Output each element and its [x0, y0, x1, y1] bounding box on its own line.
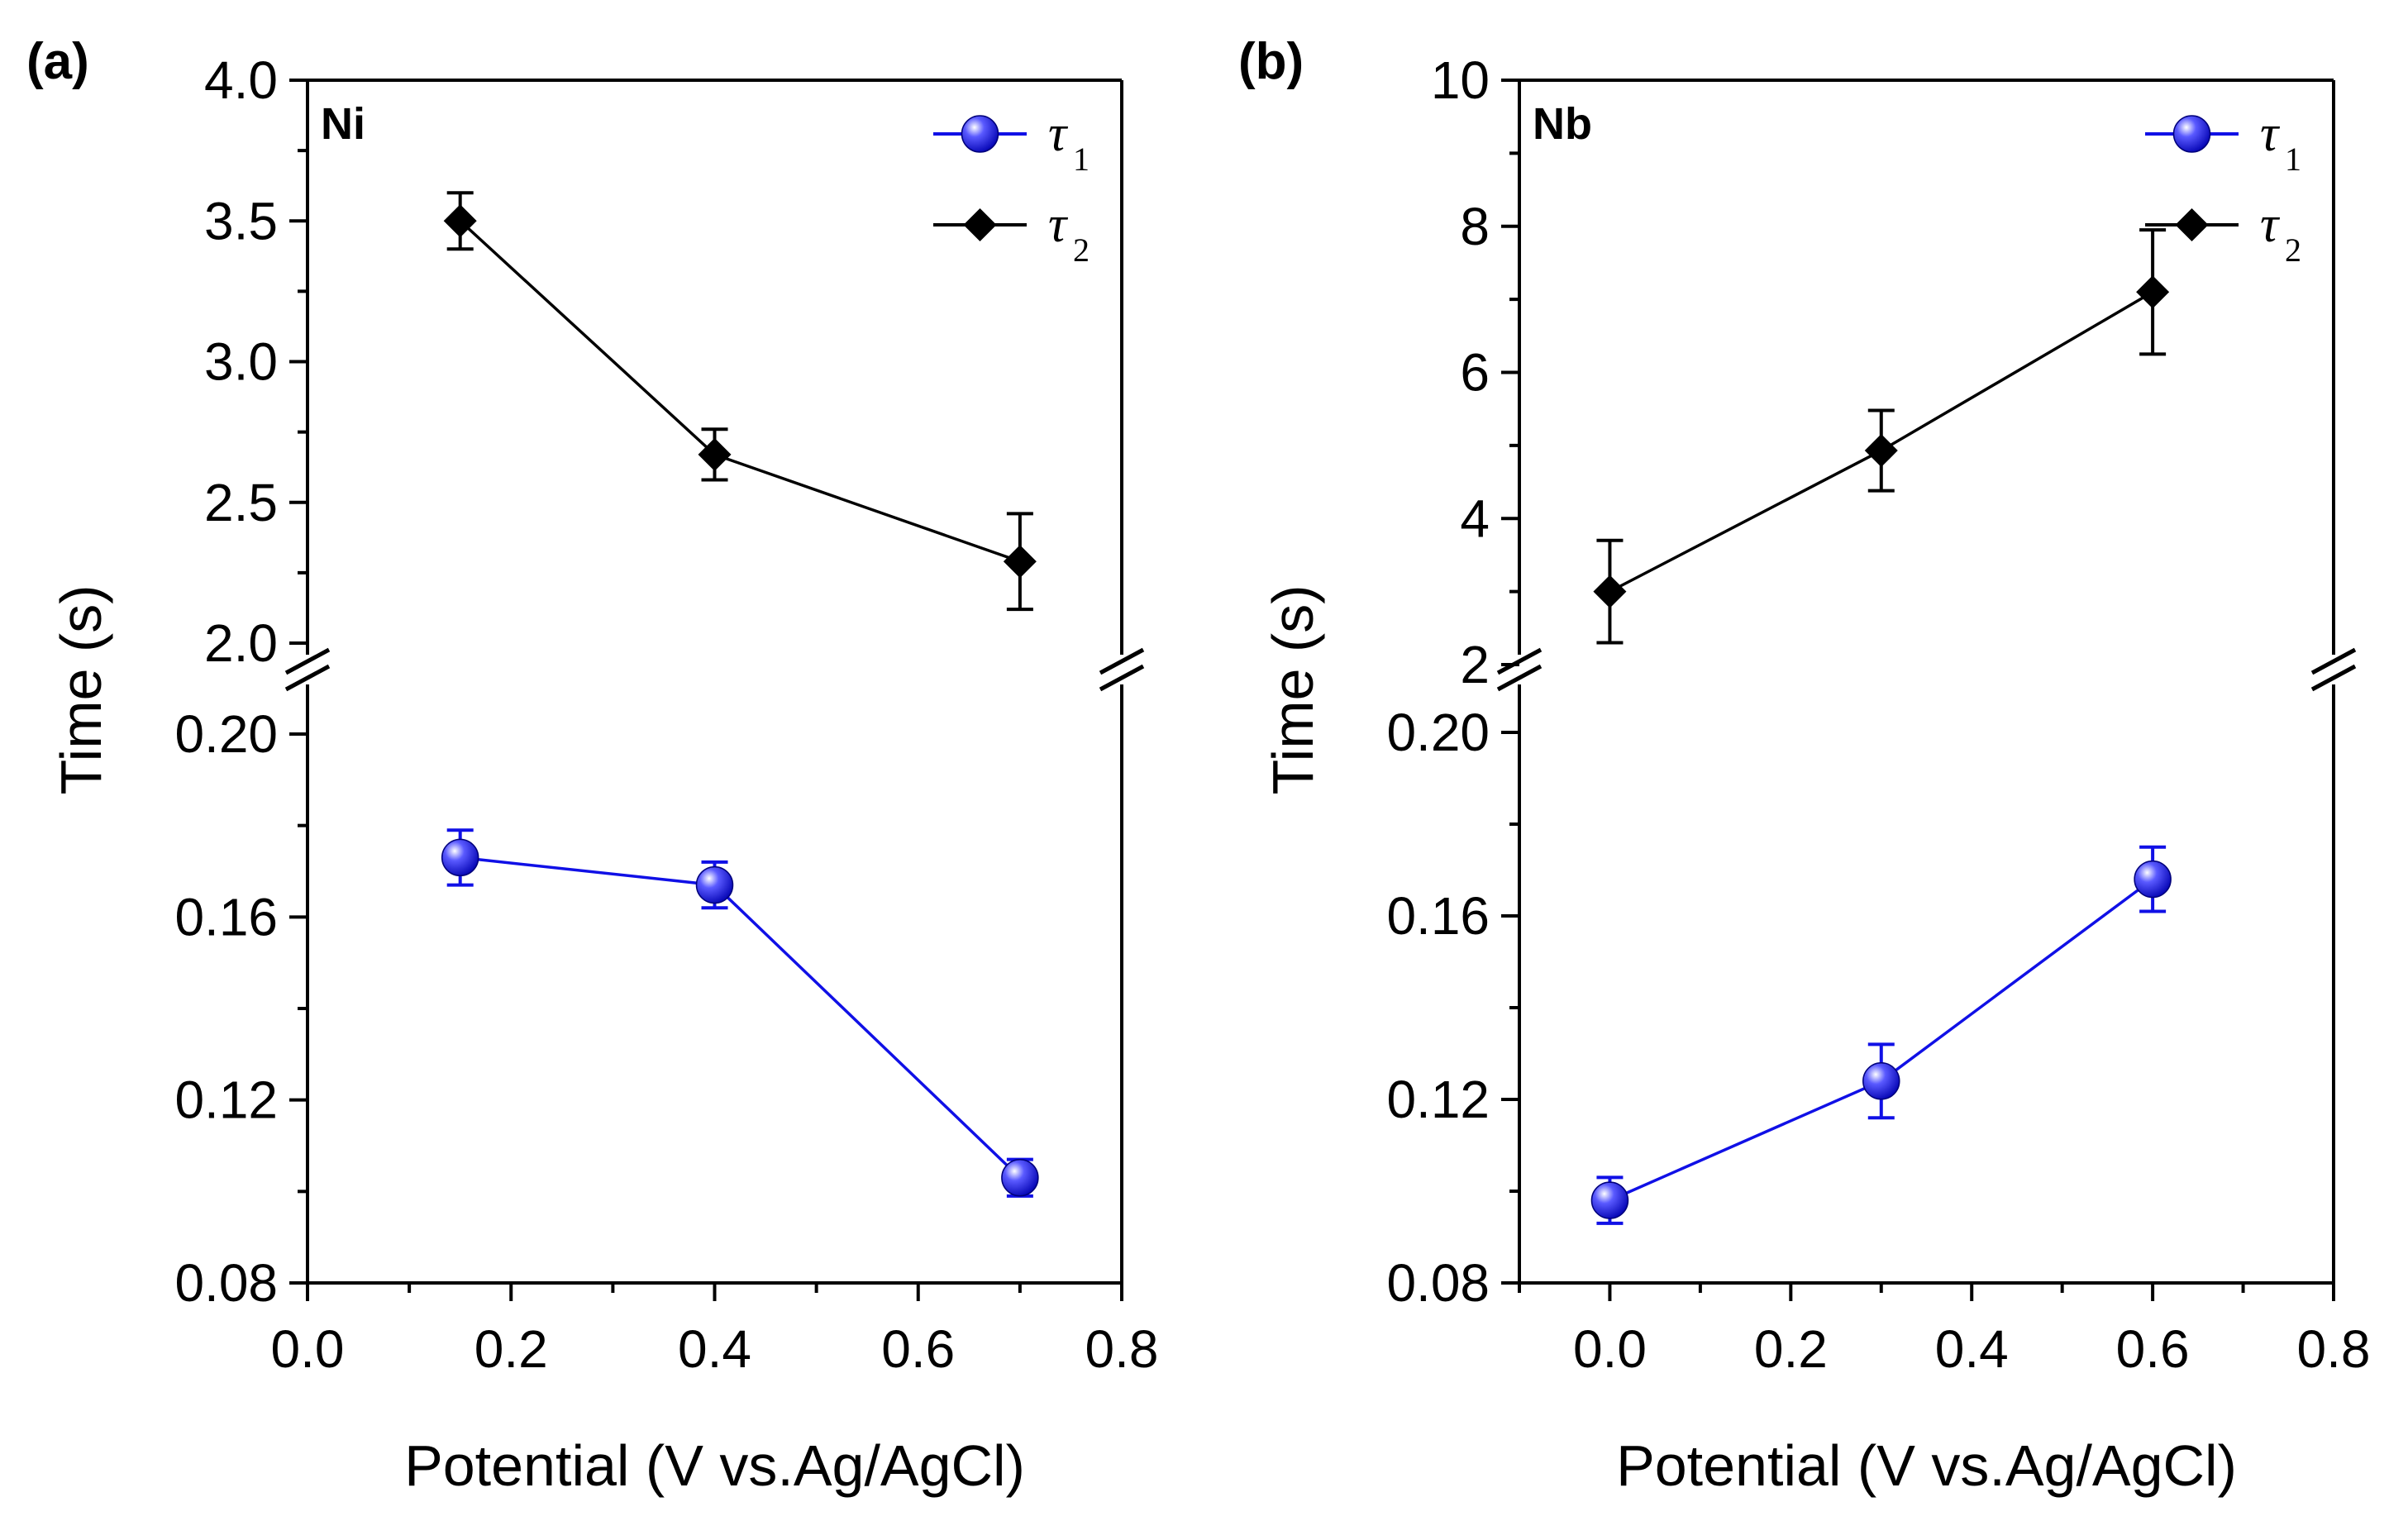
series-line-1 [460, 856, 1022, 1179]
x-tick-label: 0.0 [1573, 1319, 1647, 1379]
legend-marker-tau2 [963, 208, 997, 241]
y-upper-tick-label: 8 [1460, 197, 1490, 256]
panel-a-chart: 0.0 0.2 0.4 0.6 0.8 2.0 2.5 3.0 3.5 4.0 0.08 0.12 0.… [26, 33, 1158, 1498]
axis-break-mark [2310, 664, 2357, 692]
x-axis-label: Potential (V vs.Ag/AgCl) [1616, 1433, 2237, 1498]
y-upper-tick-label: 4.0 [204, 50, 278, 110]
y-lower-tick-label: 0.08 [1386, 1253, 1490, 1313]
data-point-diamond [443, 204, 477, 238]
legend-label-tau1: τ [2260, 106, 2281, 162]
y-lower-tick-label: 0.12 [1386, 1070, 1490, 1129]
axis-break-mark [284, 647, 331, 675]
data-point-diamond [1003, 545, 1037, 579]
x-tick-label: 0.4 [1935, 1319, 2009, 1379]
legend-marker-tau1 [961, 115, 999, 153]
data-point-diamond [2136, 275, 2170, 309]
legend-sub-tau2: 2 [2285, 231, 2301, 269]
y-upper-tick-label: 6 [1460, 343, 1490, 403]
x-tick-label: 0.8 [2297, 1319, 2371, 1379]
axis-break-mark [1099, 647, 1145, 675]
y-upper-tick-label: 2 [1460, 635, 1490, 694]
panel-b-chart: 0.0 0.2 0.4 0.6 0.8 2 4 6 8 10 0.08 0.12 0.16 0.20 Pot… [1238, 33, 2370, 1498]
data-point-diamond [1864, 434, 1898, 468]
panel-label: (b) [1238, 33, 1304, 90]
legend-label-tau2: τ [2260, 197, 2281, 253]
panel-label: (a) [26, 33, 89, 90]
y-upper-tick-label: 2.5 [204, 473, 278, 532]
x-tick-label: 0.2 [1754, 1319, 1828, 1379]
panel-tag: Ni [321, 99, 365, 149]
y-lower-tick-label: 0.12 [174, 1070, 278, 1130]
y-lower-tick-label: 0.20 [1386, 703, 1490, 762]
data-point-sphere [441, 838, 479, 877]
legend-marker-tau2 [2175, 208, 2209, 241]
data-point-sphere [1590, 1181, 1629, 1219]
legend-label-tau1: τ [1048, 106, 1069, 162]
data-point-diamond [698, 437, 732, 471]
data-point-sphere [1862, 1062, 1900, 1100]
series-line-2 [459, 219, 1021, 563]
legend-marker-tau1 [2172, 115, 2211, 153]
axis-break-mark [1496, 647, 1543, 675]
legend-sub-tau2: 2 [1073, 231, 1090, 269]
axis-break-mark [1496, 664, 1543, 692]
y-upper-tick-label: 3.5 [204, 191, 278, 250]
x-tick-label: 0.6 [2116, 1319, 2190, 1379]
data-point-sphere [1001, 1158, 1039, 1197]
x-tick-label: 0.6 [881, 1319, 955, 1379]
axis-break-mark [284, 664, 331, 692]
y-axis-label: Time (s) [1261, 584, 1325, 794]
y-upper-tick-label: 4 [1460, 489, 1490, 548]
y-lower-tick-label: 0.16 [1386, 886, 1490, 946]
x-tick-label: 0.0 [271, 1319, 345, 1379]
data-point-diamond [1593, 575, 1627, 608]
y-lower-tick-label: 0.16 [174, 887, 278, 946]
y-upper-tick-label: 2.0 [204, 613, 278, 673]
series-line-1 [1609, 878, 2154, 1202]
x-tick-label: 0.4 [678, 1319, 751, 1379]
y-lower-tick-label: 0.08 [174, 1253, 278, 1313]
x-tick-label: 0.2 [474, 1319, 548, 1379]
y-upper-tick-label: 3.0 [204, 332, 278, 392]
legend-label-tau2: τ [1048, 197, 1069, 253]
legend-sub-tau1: 1 [2285, 141, 2301, 178]
data-point-sphere [2134, 860, 2172, 899]
axis-break-mark [1099, 664, 1145, 692]
y-upper-tick-label: 10 [1431, 50, 1490, 110]
x-tick-label: 0.8 [1085, 1319, 1159, 1379]
data-point-sphere [695, 865, 734, 904]
legend-sub-tau1: 1 [1073, 141, 1090, 178]
x-axis-label: Potential (V vs.Ag/AgCl) [404, 1433, 1025, 1498]
axis-break-mark [2310, 647, 2357, 675]
panel-tag: Nb [1533, 99, 1592, 149]
y-lower-tick-label: 0.20 [174, 704, 278, 764]
y-axis-label: Time (s) [49, 584, 113, 794]
